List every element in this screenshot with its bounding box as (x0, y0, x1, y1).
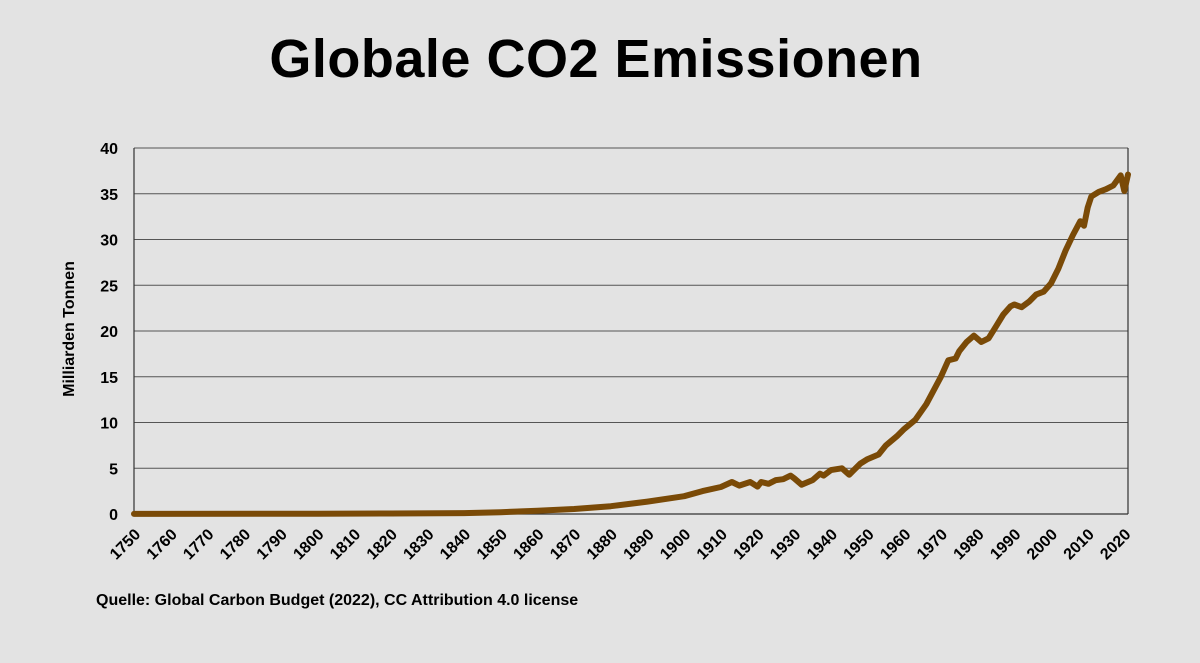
x-tick-label: 1840 (437, 526, 474, 563)
x-tick-label: 1810 (327, 526, 364, 563)
y-tick-label: 5 (109, 461, 118, 478)
x-tick-label: 1920 (731, 526, 768, 563)
x-tick-label: 1780 (217, 526, 254, 563)
y-tick-label: 10 (100, 416, 118, 433)
x-tick-label: 1930 (767, 526, 804, 563)
x-tick-label: 2020 (1097, 526, 1134, 563)
x-tick-label: 1880 (584, 526, 621, 563)
y-tick-label: 30 (100, 233, 118, 250)
y-tick-label: 40 (100, 141, 118, 158)
x-tick-label: 1910 (694, 526, 731, 563)
y-tick-label: 15 (100, 370, 118, 387)
x-tick-label: 1960 (877, 526, 914, 563)
x-tick-label: 1990 (987, 526, 1024, 563)
y-tick-label: 20 (100, 324, 118, 341)
x-tick-label: 1790 (254, 526, 291, 563)
x-tick-label: 1940 (804, 526, 841, 563)
y-tick-labels: 0 5 10 15 20 25 30 35 40 (100, 141, 118, 524)
x-tick-label: 1750 (107, 526, 144, 563)
x-tick-label: 1950 (841, 526, 878, 563)
y-tick-label: 0 (109, 507, 118, 524)
series-group (131, 171, 1131, 517)
x-tick-label: 2010 (1061, 526, 1098, 563)
x-tick-label: 1760 (144, 526, 181, 563)
x-tick-label: 1980 (951, 526, 988, 563)
gridlines (134, 147, 1128, 515)
x-tick-label: 1860 (510, 526, 547, 563)
x-tick-label: 1800 (290, 526, 327, 563)
x-tick-labels: 1750 1760 1770 1780 1790 1800 1810 1820 1830 1840… (107, 526, 1135, 563)
x-tick-label: 1870 (547, 526, 584, 563)
x-tick-label: 1830 (400, 526, 437, 563)
x-tick-label: 1770 (180, 526, 217, 563)
source-note: Quelle: Global Carbon Budget (2022), CC … (96, 592, 579, 609)
chart-title: Globale CO2 Emissionen (269, 29, 923, 89)
x-tick-label: 1890 (621, 526, 658, 563)
x-tick-label: 1900 (657, 526, 694, 563)
y-axis-title: Milliarden Tonnen (61, 261, 78, 397)
y-tick-label: 35 (100, 187, 118, 204)
y-tick-label: 25 (100, 278, 118, 295)
series-line (131, 171, 1131, 517)
x-tick-label: 1820 (364, 526, 401, 563)
x-tick-label: 2000 (1024, 526, 1061, 563)
x-tick-label: 1850 (474, 526, 511, 563)
x-tick-label: 1970 (914, 526, 951, 563)
